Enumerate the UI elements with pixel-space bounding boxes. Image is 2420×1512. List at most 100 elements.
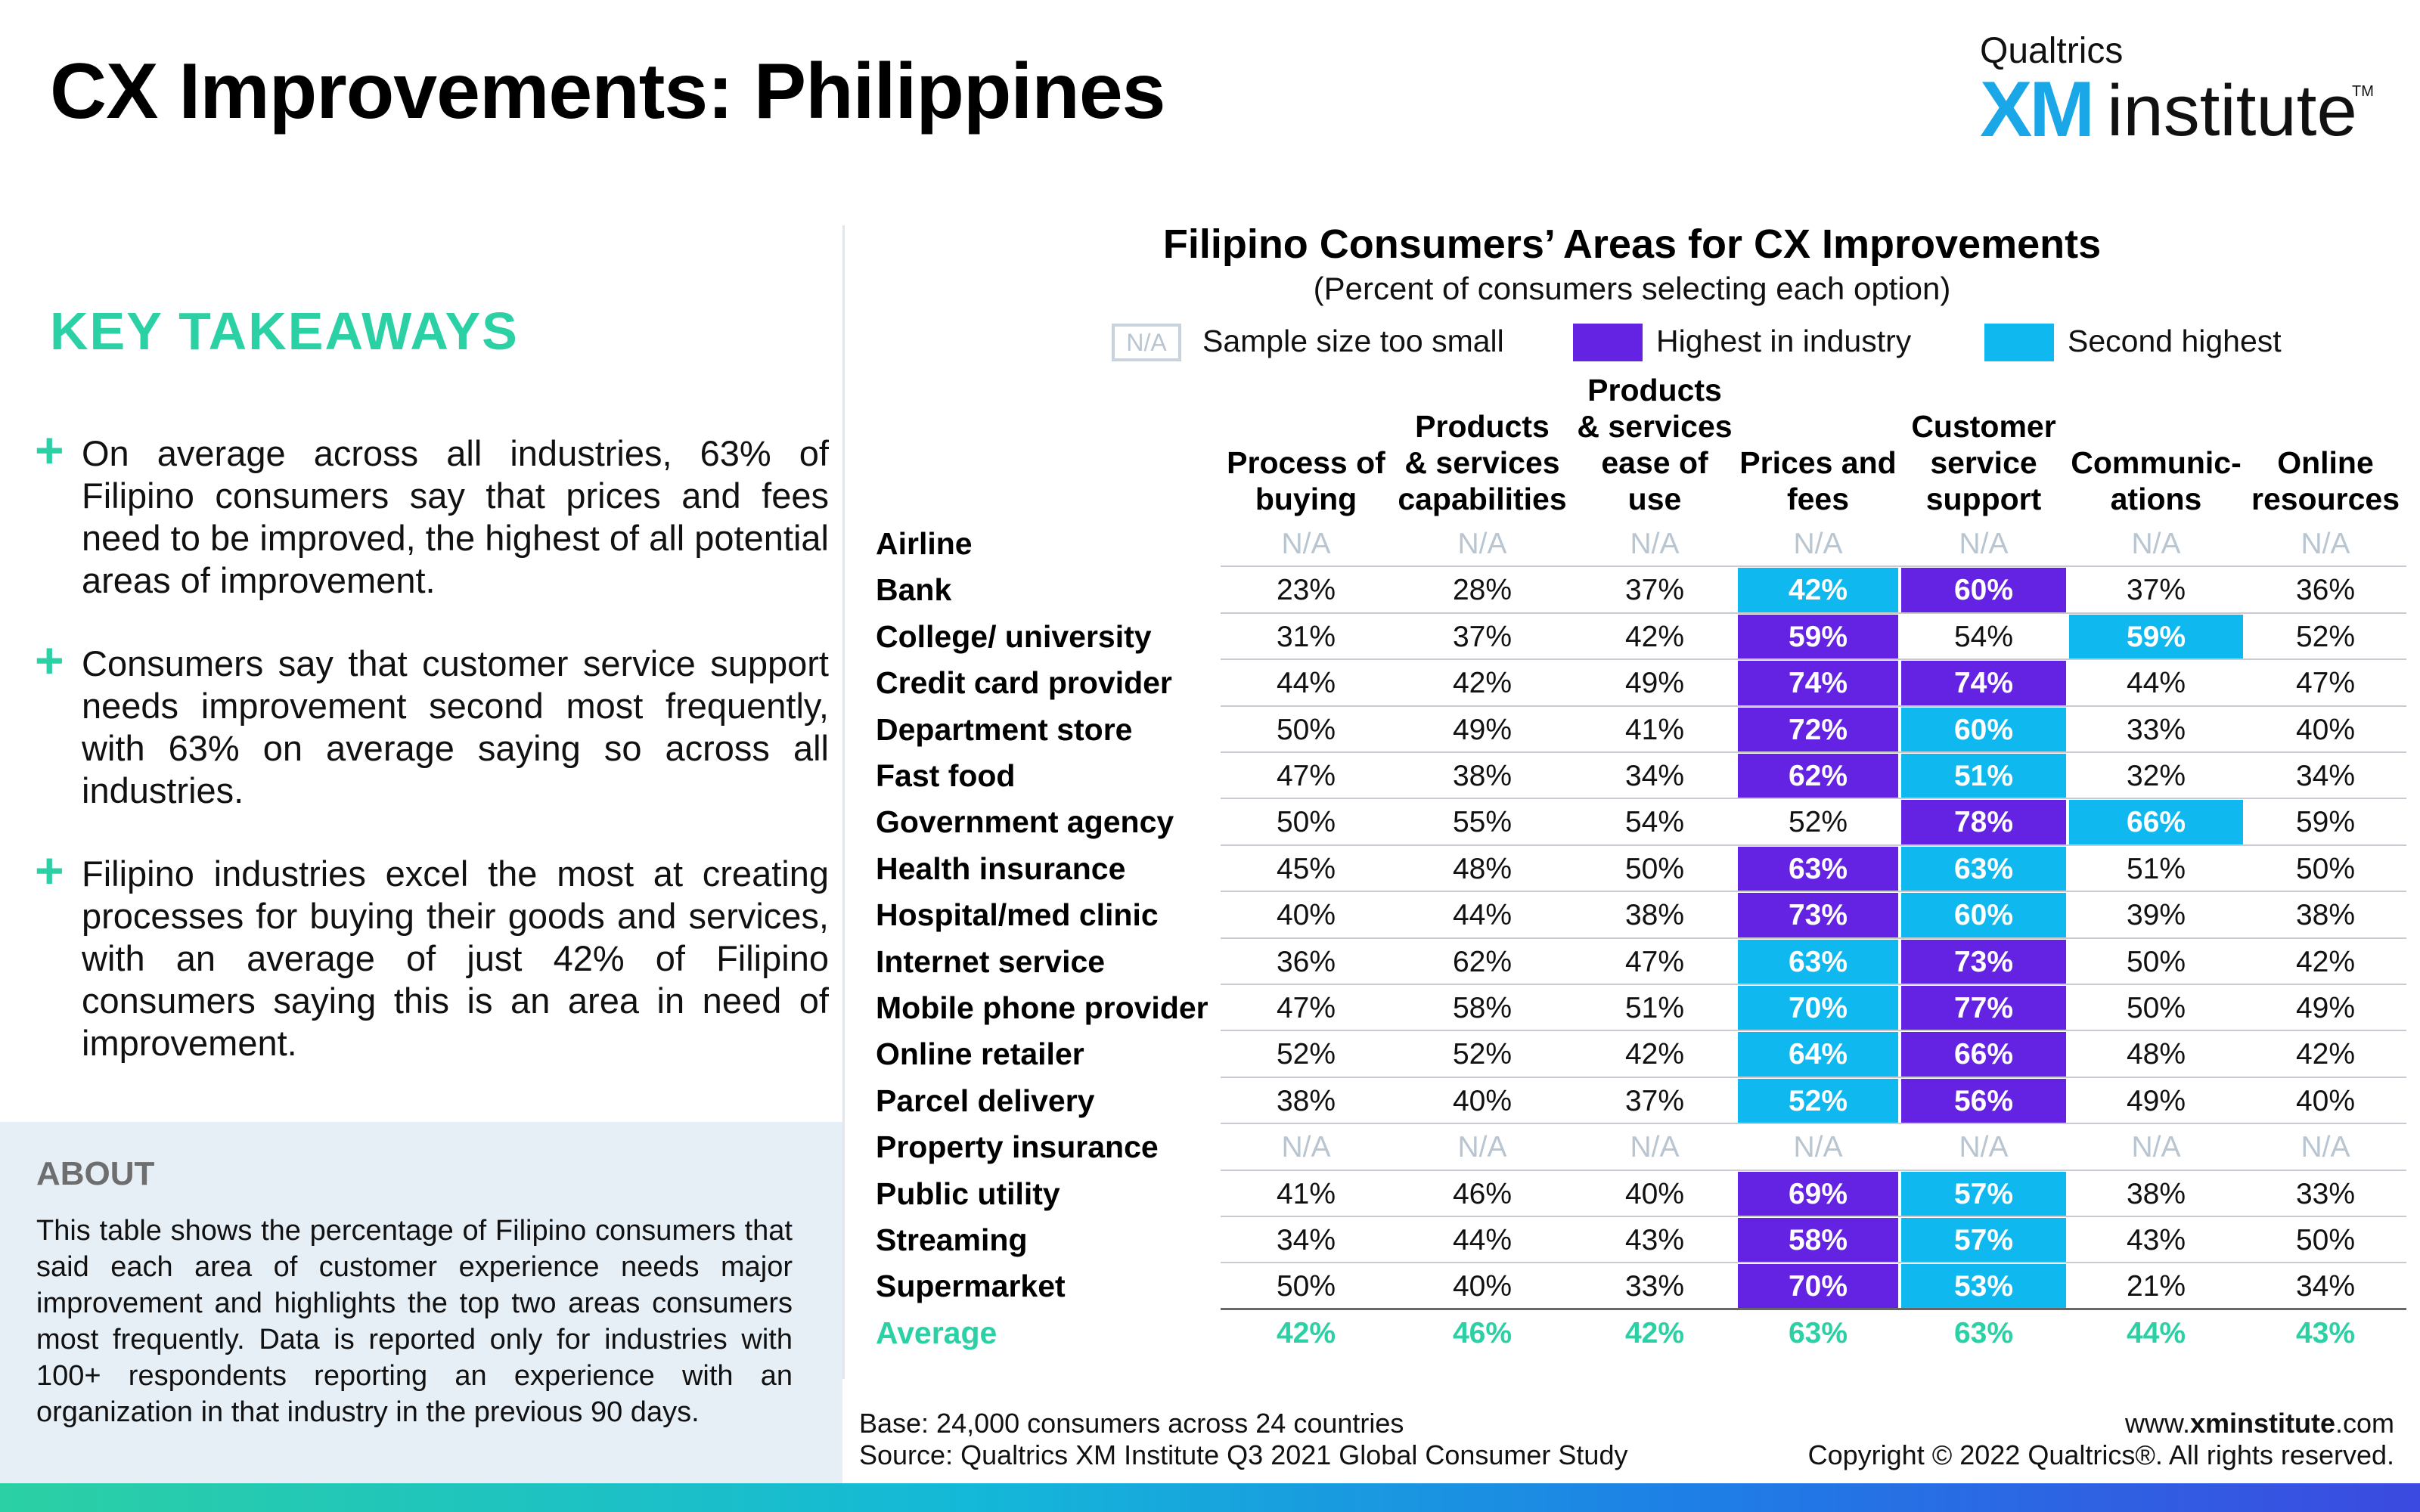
row-separator (1221, 1123, 2406, 1125)
row-label: Mobile phone provider (876, 990, 1208, 1025)
average-cell: 42% (1624, 1316, 1685, 1349)
table-cell: 37% (1452, 620, 1512, 653)
highest-highlight (1901, 568, 2066, 612)
table-cell: 28% (1452, 574, 1512, 607)
table-cell: 63% (1788, 945, 1848, 978)
table-cell: N/A (2131, 528, 2181, 560)
average-label: Average (876, 1315, 997, 1350)
table-cell: 38% (1276, 1084, 1336, 1117)
footer-url-suffix: .com (2335, 1408, 2394, 1439)
takeaway-text: Filipino industries excel the most at cr… (82, 854, 829, 1063)
column-header: Customer service support (1911, 409, 2056, 516)
table-cell: 58% (1452, 992, 1512, 1024)
second-highlight (2069, 614, 2243, 659)
table-cell: N/A (1281, 1131, 1331, 1164)
table-cell: 56% (1953, 1084, 2014, 1117)
legend-na-swatch: N/A (1112, 324, 1181, 361)
table-cell: 74% (1953, 667, 2014, 700)
about-panel (0, 1122, 842, 1483)
table-cell: N/A (1959, 528, 2009, 560)
row-separator (1221, 937, 2406, 939)
highest-highlight (1901, 661, 2066, 705)
table-cell: 33% (1624, 1270, 1685, 1303)
table-cell: 41% (1276, 1177, 1336, 1210)
table-cell: 46% (1452, 1177, 1512, 1210)
highest-highlight (1738, 1218, 1898, 1263)
table-cell: N/A (1630, 528, 1680, 560)
row-label: Internet service (876, 943, 1106, 979)
second-highlight (1901, 754, 2066, 798)
plus-icon: + (35, 422, 64, 478)
second-highlight (1901, 1171, 2066, 1216)
row-label: Public utility (876, 1176, 1060, 1211)
takeaway-text: Consumers say that customer service supp… (82, 643, 829, 810)
highest-highlight (1901, 800, 2066, 844)
chart-subtitle: (Percent of consumers selecting each opt… (1313, 271, 1951, 306)
table-cell: 43% (2126, 1224, 2186, 1256)
table-cell: 54% (1624, 806, 1685, 839)
table-cell: 34% (2295, 1270, 2356, 1303)
column-header: Online resources (2251, 445, 2400, 516)
footer-base-text: Base: 24,000 consumers across 24 countri… (859, 1408, 1404, 1439)
table-cell: 52% (1788, 1084, 1848, 1117)
xm-institute-logo: Qualtrics XM institute TM (1980, 30, 2374, 153)
table-cell: N/A (1457, 1131, 1507, 1164)
table-cell: 63% (1788, 852, 1848, 885)
table-cell: 36% (1276, 945, 1336, 978)
table-cell: 23% (1276, 574, 1336, 607)
table-cell: 50% (2295, 1224, 2356, 1256)
table-cell: 50% (1624, 852, 1685, 885)
table-cell: 69% (1788, 1177, 1848, 1210)
legend-highest-swatch (1573, 324, 1643, 361)
average-cell: 42% (1276, 1316, 1336, 1349)
logo-trademark: TM (2352, 83, 2374, 100)
legend-na-label: Sample size too small (1202, 324, 1504, 358)
table-cell: 73% (1788, 899, 1848, 932)
row-label: Fast food (876, 758, 1016, 793)
chart-title: Filipino Consumers’ Areas for CX Improve… (1162, 222, 2102, 267)
table-cell: 72% (1788, 713, 1848, 746)
footer-copyright: www.xminstitute.com Copyright © 2022 Qua… (1808, 1408, 2394, 1471)
table-cell: 48% (1452, 852, 1512, 885)
table-cell: 47% (1276, 760, 1336, 792)
highest-highlight (1738, 893, 1898, 937)
table-cell: 42% (2295, 1038, 2356, 1071)
table-cell: 40% (2295, 713, 2356, 746)
table-cell: 44% (2126, 667, 2186, 700)
table-cell: 52% (1788, 806, 1848, 839)
second-highlight (1738, 568, 1898, 612)
table-cell: 53% (1953, 1270, 2014, 1303)
table-cell: 37% (1624, 574, 1685, 607)
table-cell: 32% (2126, 760, 2186, 792)
table-cell: 38% (2295, 899, 2356, 932)
table-cell: 50% (2295, 852, 2356, 885)
table-cell: N/A (1630, 1131, 1680, 1164)
highest-highlight (1738, 1171, 1898, 1216)
logo-xm-text: XM (1980, 66, 2095, 153)
average-cell: 43% (2295, 1316, 2356, 1349)
table-cell: 57% (1953, 1224, 2014, 1256)
row-separator (1221, 1076, 2406, 1078)
logo-qualtrics-text: Qualtrics (1980, 31, 2124, 71)
highest-highlight (1738, 661, 1898, 705)
table-cell: 44% (1276, 667, 1336, 700)
table-cell: 48% (2126, 1038, 2186, 1071)
second-highlight (1901, 707, 2066, 751)
table-cell: 73% (1953, 945, 2014, 978)
table-cell: 42% (1452, 667, 1512, 700)
row-separator (1221, 612, 2406, 614)
table-cell: 42% (2295, 945, 2356, 978)
table-cell: 42% (1624, 1038, 1685, 1071)
table-cell: 49% (2295, 992, 2356, 1024)
row-label: Parcel delivery (876, 1083, 1095, 1118)
column-header: Products & services ease of use (1577, 373, 1733, 516)
table-cell: N/A (1281, 528, 1331, 560)
table-cell: 60% (1953, 574, 2014, 607)
footer-url[interactable]: www.xminstitute.com (1808, 1408, 2394, 1439)
table-cell: N/A (2131, 1131, 2181, 1164)
table-cell: 50% (2126, 992, 2186, 1024)
table-cell: N/A (2301, 528, 2350, 560)
table-cell: 38% (1624, 899, 1685, 932)
table-cell: 36% (2295, 574, 2356, 607)
row-label: Hospital/med clinic (876, 897, 1159, 933)
